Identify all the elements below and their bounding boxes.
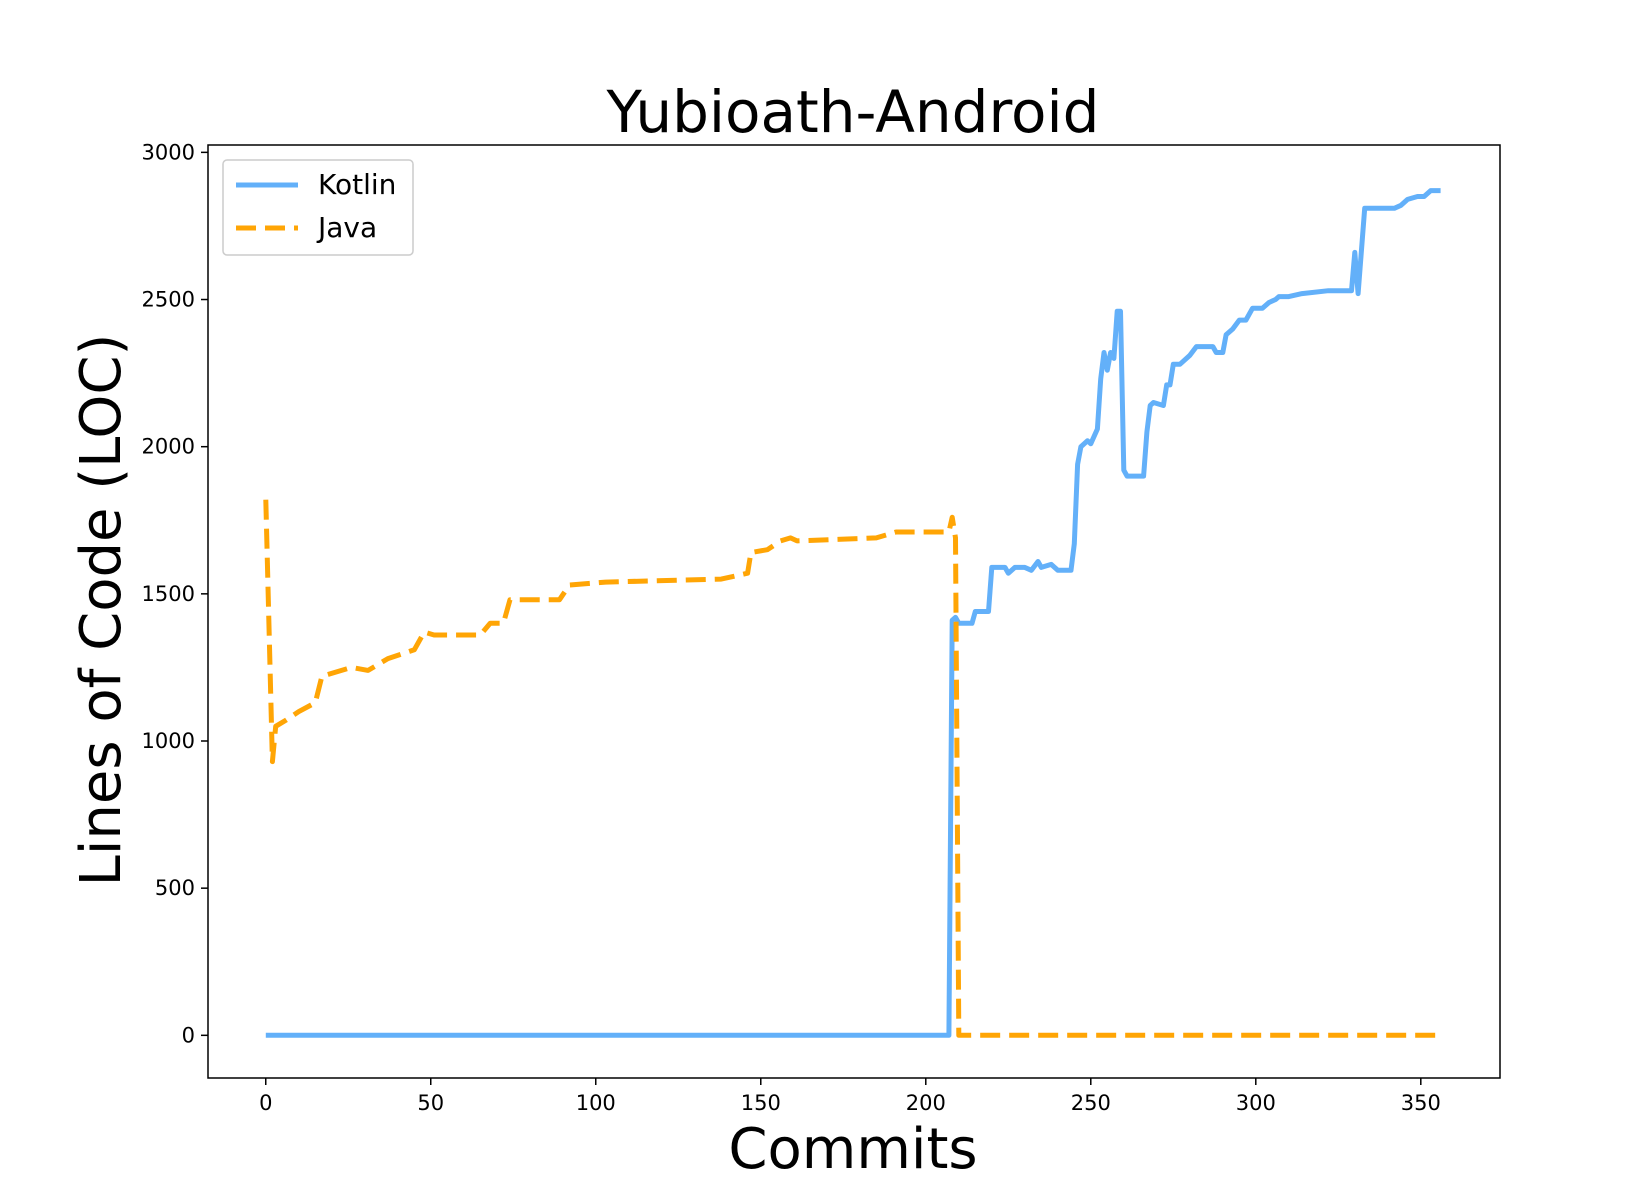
y-axis-label: Lines of Code (LOC) — [69, 334, 134, 887]
plot-frame — [207, 144, 1501, 1079]
x-tick-label: 50 — [417, 1091, 444, 1115]
series-layer — [263, 188, 1441, 1038]
x-axis-label: Commits — [728, 1117, 977, 1182]
x-axis-ticks: 0 50 100 150 200 250 300 350 — [259, 1078, 1441, 1115]
x-tick-label: 350 — [1401, 1091, 1441, 1115]
chart-title: Yubioath-Android — [606, 78, 1100, 146]
x-tick-label: 250 — [1071, 1091, 1111, 1115]
y-tick-label: 0 — [182, 1023, 195, 1047]
x-tick-label: 150 — [741, 1091, 781, 1115]
series-line-java — [263, 499, 1441, 1038]
legend: Kotlin Java — [222, 159, 414, 256]
y-tick-label: 500 — [155, 876, 195, 900]
y-tick-label: 3000 — [142, 140, 195, 164]
legend-label-kotlin: Kotlin — [318, 168, 396, 201]
x-tick-label: 100 — [576, 1091, 616, 1115]
x-tick-label: 300 — [1236, 1091, 1276, 1115]
y-tick-label: 1000 — [142, 729, 195, 753]
x-tick-label: 200 — [906, 1091, 946, 1115]
y-tick-label: 2500 — [142, 288, 195, 312]
plot-area — [207, 144, 1501, 1079]
legend-label-java: Java — [316, 211, 377, 244]
x-tick-label: 0 — [259, 1091, 272, 1115]
series-line-kotlin — [265, 188, 1441, 1038]
y-tick-label: 2000 — [142, 435, 195, 459]
y-tick-label: 1500 — [142, 582, 195, 606]
y-axis-ticks: 0 500 1000 1500 2000 2500 3000 — [142, 140, 208, 1047]
